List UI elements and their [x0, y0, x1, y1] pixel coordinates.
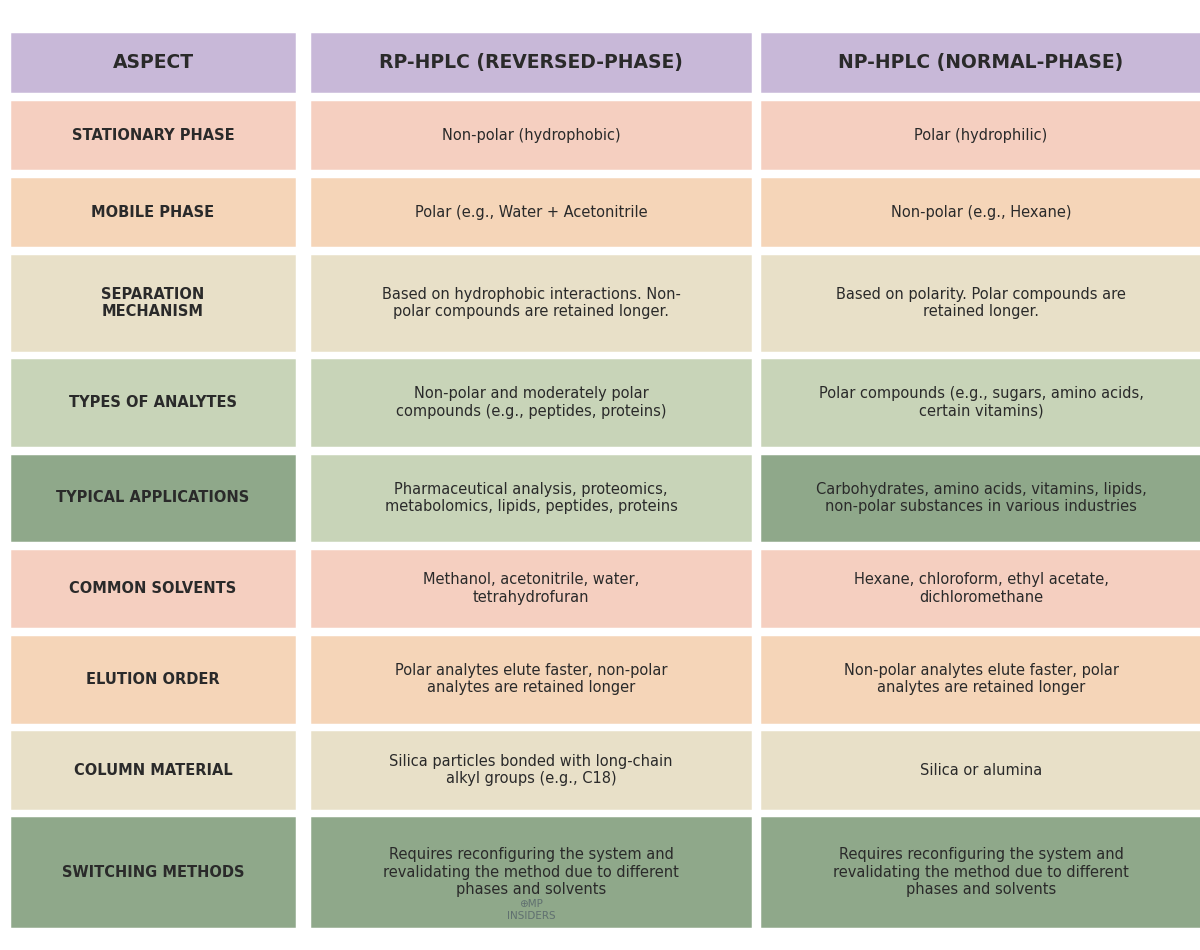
FancyBboxPatch shape — [310, 730, 754, 810]
Text: Hexane, chloroform, ethyl acetate,
dichloromethane: Hexane, chloroform, ethyl acetate, dichl… — [853, 573, 1109, 605]
FancyBboxPatch shape — [10, 730, 298, 810]
FancyBboxPatch shape — [758, 253, 1200, 352]
Text: Non-polar (hydrophobic): Non-polar (hydrophobic) — [442, 127, 620, 142]
Text: Non-polar and moderately polar
compounds (e.g., peptides, proteins): Non-polar and moderately polar compounds… — [396, 387, 666, 419]
FancyBboxPatch shape — [758, 452, 1200, 543]
Text: STATIONARY PHASE: STATIONARY PHASE — [72, 127, 234, 142]
Text: Polar (hydrophilic): Polar (hydrophilic) — [914, 127, 1048, 142]
FancyBboxPatch shape — [758, 31, 1200, 94]
Text: Polar analytes elute faster, non-polar
analytes are retained longer: Polar analytes elute faster, non-polar a… — [395, 663, 667, 695]
Text: Polar (e.g., Water + Acetonitrile: Polar (e.g., Water + Acetonitrile — [415, 204, 647, 219]
FancyBboxPatch shape — [10, 815, 298, 928]
Text: ELUTION ORDER: ELUTION ORDER — [86, 672, 220, 687]
Text: MOBILE PHASE: MOBILE PHASE — [91, 204, 215, 219]
Text: SEPARATION
MECHANISM: SEPARATION MECHANISM — [101, 287, 205, 319]
FancyBboxPatch shape — [10, 548, 298, 629]
FancyBboxPatch shape — [310, 634, 754, 725]
Text: SWITCHING METHODS: SWITCHING METHODS — [61, 864, 245, 880]
Text: RP-HPLC (REVERSED-PHASE): RP-HPLC (REVERSED-PHASE) — [379, 53, 683, 72]
Text: Carbohydrates, amino acids, vitamins, lipids,
non-polar substances in various in: Carbohydrates, amino acids, vitamins, li… — [816, 482, 1146, 514]
FancyBboxPatch shape — [10, 176, 298, 248]
Text: Non-polar (e.g., Hexane): Non-polar (e.g., Hexane) — [890, 204, 1072, 219]
Text: Silica or alumina: Silica or alumina — [920, 763, 1042, 777]
Text: COMMON SOLVENTS: COMMON SOLVENTS — [70, 581, 236, 596]
FancyBboxPatch shape — [758, 548, 1200, 629]
FancyBboxPatch shape — [10, 99, 298, 171]
FancyBboxPatch shape — [310, 99, 754, 171]
FancyBboxPatch shape — [758, 357, 1200, 447]
FancyBboxPatch shape — [758, 730, 1200, 810]
Text: TYPICAL APPLICATIONS: TYPICAL APPLICATIONS — [56, 490, 250, 505]
FancyBboxPatch shape — [10, 452, 298, 543]
FancyBboxPatch shape — [310, 253, 754, 352]
FancyBboxPatch shape — [310, 176, 754, 248]
Text: Non-polar analytes elute faster, polar
analytes are retained longer: Non-polar analytes elute faster, polar a… — [844, 663, 1118, 695]
FancyBboxPatch shape — [758, 634, 1200, 725]
Text: Requires reconfiguring the system and
revalidating the method due to different
p: Requires reconfiguring the system and re… — [383, 847, 679, 897]
Text: Based on polarity. Polar compounds are
retained longer.: Based on polarity. Polar compounds are r… — [836, 287, 1126, 319]
FancyBboxPatch shape — [10, 634, 298, 725]
Text: NP-HPLC (NORMAL-PHASE): NP-HPLC (NORMAL-PHASE) — [839, 53, 1123, 72]
FancyBboxPatch shape — [758, 176, 1200, 248]
Text: COLUMN MATERIAL: COLUMN MATERIAL — [73, 763, 233, 777]
FancyBboxPatch shape — [310, 452, 754, 543]
FancyBboxPatch shape — [10, 357, 298, 447]
Text: Requires reconfiguring the system and
revalidating the method due to different
p: Requires reconfiguring the system and re… — [833, 847, 1129, 897]
FancyBboxPatch shape — [310, 31, 754, 94]
Text: Pharmaceutical analysis, proteomics,
metabolomics, lipids, peptides, proteins: Pharmaceutical analysis, proteomics, met… — [384, 482, 678, 514]
Text: TYPES OF ANALYTES: TYPES OF ANALYTES — [70, 395, 238, 410]
Text: ⊕MP
INSIDERS: ⊕MP INSIDERS — [506, 899, 556, 921]
Text: Based on hydrophobic interactions. Non-
polar compounds are retained longer.: Based on hydrophobic interactions. Non- … — [382, 287, 680, 319]
FancyBboxPatch shape — [10, 253, 298, 352]
Text: Silica particles bonded with long-chain
alkyl groups (e.g., C18): Silica particles bonded with long-chain … — [389, 753, 673, 787]
FancyBboxPatch shape — [310, 357, 754, 447]
FancyBboxPatch shape — [758, 99, 1200, 171]
FancyBboxPatch shape — [310, 548, 754, 629]
FancyBboxPatch shape — [758, 815, 1200, 928]
FancyBboxPatch shape — [10, 31, 298, 94]
Text: Methanol, acetonitrile, water,
tetrahydrofuran: Methanol, acetonitrile, water, tetrahydr… — [422, 573, 640, 605]
Text: Polar compounds (e.g., sugars, amino acids,
certain vitamins): Polar compounds (e.g., sugars, amino aci… — [818, 387, 1144, 419]
Text: ASPECT: ASPECT — [113, 53, 193, 72]
FancyBboxPatch shape — [310, 815, 754, 928]
